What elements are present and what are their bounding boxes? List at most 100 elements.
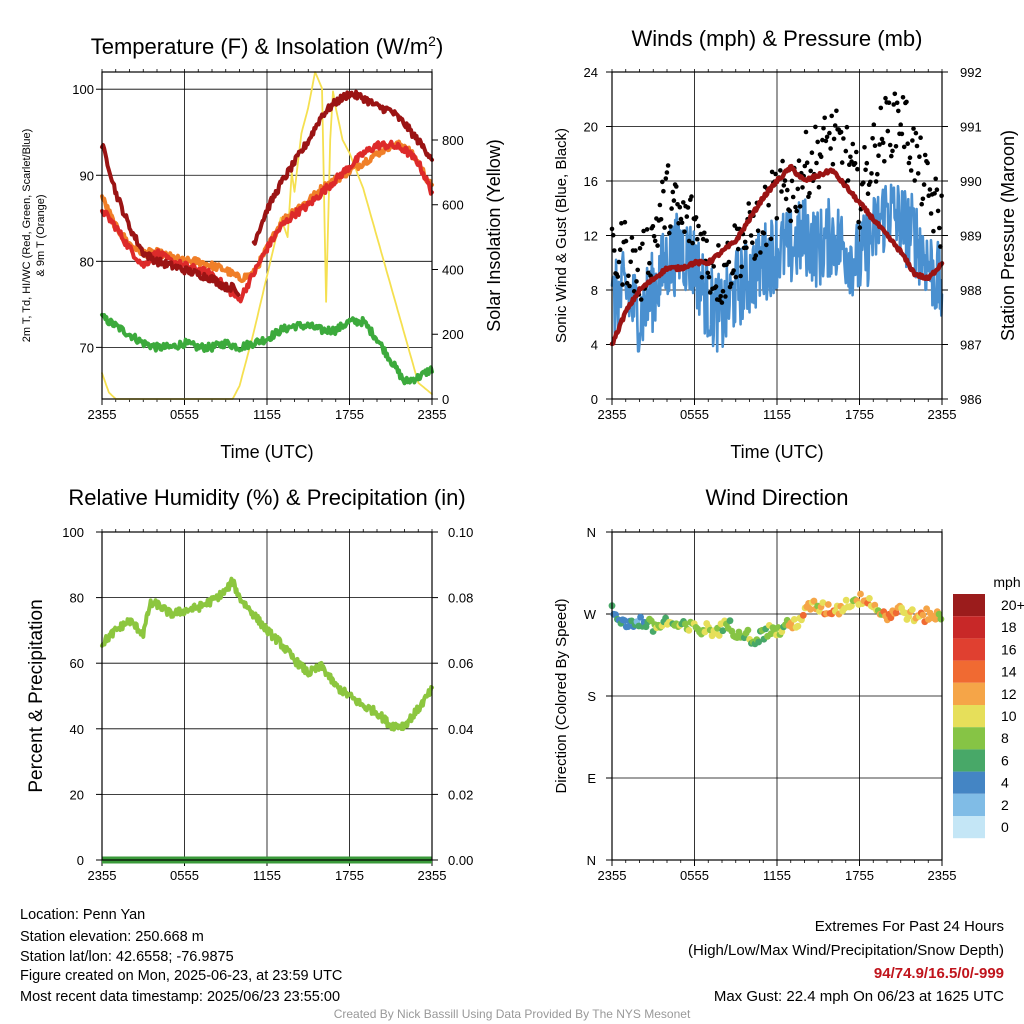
gust-point: [808, 168, 813, 174]
gust-point: [677, 204, 683, 210]
y-tick-label: 80: [80, 254, 94, 269]
y2-tick-label: 0.04: [448, 722, 473, 737]
gust-point: [885, 128, 891, 134]
gust-point: [689, 194, 694, 199]
x-tick-label: 2355: [418, 868, 447, 883]
gust-point: [627, 283, 632, 289]
gust-point: [796, 158, 802, 163]
gust-point: [664, 170, 670, 175]
gust-point: [925, 160, 930, 166]
gust-point: [780, 158, 785, 164]
gust-point: [816, 184, 822, 190]
gust-point: [655, 243, 660, 248]
gust-point: [739, 264, 744, 270]
gust-point: [886, 100, 892, 105]
direction-point: [794, 622, 802, 630]
gust-point: [713, 284, 719, 289]
gust-point: [928, 211, 934, 216]
y2-tick-label: 0.10: [448, 525, 473, 540]
gust-point: [750, 240, 755, 245]
y-tick-label: W: [584, 607, 597, 622]
gust-point: [693, 215, 699, 220]
series-2m-t: [251, 89, 434, 246]
gust-point: [797, 204, 803, 209]
x-tick-label: 1755: [335, 407, 364, 422]
y-tick-label: 0: [77, 853, 84, 868]
gust-point: [719, 300, 725, 305]
colorbar-swatch: [953, 816, 985, 839]
y2-tick-label: 991: [960, 120, 982, 135]
gust-point: [615, 274, 621, 279]
y-tick-label: S: [587, 689, 596, 704]
footer-location: Location: Penn Yan: [20, 907, 146, 923]
direction-point: [744, 626, 752, 634]
direction-point: [715, 632, 723, 639]
colorbar-swatch: [953, 749, 985, 772]
colorbar-label: 20+: [1001, 597, 1024, 613]
gust-point: [764, 242, 769, 248]
gust-point: [869, 171, 874, 176]
direction-point: [908, 606, 916, 613]
gust-point: [794, 208, 799, 214]
gust-point: [686, 238, 692, 244]
direction-point: [637, 613, 644, 621]
gust-point: [863, 167, 868, 173]
y-axis-label: 2m T, Td, HI/WC (Red, Green, Scarlet/Blu…: [21, 129, 33, 343]
y2-tick-label: 800: [442, 133, 464, 148]
y-tick-label: N: [587, 853, 596, 868]
gust-point: [876, 153, 881, 158]
gust-point: [855, 166, 860, 172]
y-tick-label: 4: [591, 338, 598, 353]
gust-point: [690, 240, 695, 246]
direction-point: [871, 601, 879, 609]
gust-point: [789, 178, 795, 184]
gust-point: [726, 259, 732, 265]
gust-point: [899, 131, 905, 137]
x-axis-label: Time (UTC): [730, 442, 823, 462]
direction-point: [937, 615, 945, 623]
gust-point: [651, 234, 657, 239]
colorbar-swatch: [953, 638, 985, 661]
gust-point: [873, 179, 879, 184]
gust-point: [676, 221, 681, 226]
direction-point: [621, 617, 628, 624]
x-tick-label: 0555: [170, 868, 199, 883]
gust-point: [926, 193, 931, 198]
gust-point: [830, 161, 836, 167]
gust-point: [781, 183, 787, 188]
gust-point: [761, 231, 767, 236]
gust-point: [735, 246, 741, 252]
colorbar-label: 10: [1001, 708, 1017, 724]
direction-point: [810, 597, 818, 605]
gust-point: [829, 113, 834, 119]
colorbar-swatch: [953, 705, 985, 728]
gust-point: [852, 161, 858, 166]
gust-point: [800, 185, 805, 190]
gust-point: [891, 102, 896, 107]
gust-point: [815, 139, 820, 145]
y2-tick-label: 200: [442, 327, 464, 342]
extremes-values: 94/74.9/16.5/0/-999: [873, 965, 1004, 982]
gust-point: [733, 274, 739, 280]
x-tick-label: 1155: [763, 407, 791, 422]
x-tick-label: 2355: [598, 407, 627, 422]
y-tick-label: 60: [70, 656, 84, 671]
gust-point: [806, 194, 811, 199]
y2-axis-label: Solar Insolation (Yellow): [484, 139, 504, 331]
gust-point: [900, 95, 906, 100]
y2-tick-label: 987: [960, 338, 982, 353]
gust-point: [684, 214, 690, 219]
gust-point: [650, 224, 656, 229]
gust-point: [681, 200, 686, 205]
gust-point: [935, 208, 941, 214]
colorbar-swatch: [953, 727, 985, 750]
y2-tick-label: 600: [442, 198, 464, 213]
gust-point: [934, 187, 940, 192]
colorbar-label: 4: [1001, 775, 1009, 791]
y-tick-label: 20: [584, 120, 598, 135]
gust-point: [818, 154, 824, 160]
y2-tick-label: 992: [960, 65, 982, 80]
gust-point: [795, 186, 801, 192]
colorbar-swatch: [953, 793, 985, 816]
gust-point: [787, 208, 792, 214]
